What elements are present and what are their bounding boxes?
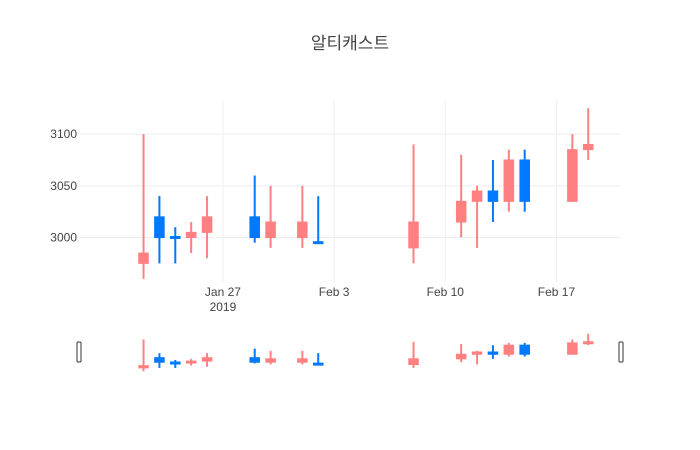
mini-candle-decreasing-2019-02-14 — [503, 342, 515, 357]
candle-body — [312, 241, 324, 245]
mini-candle-body — [567, 342, 578, 355]
candle-body — [154, 216, 165, 239]
candle-decreasing-2019-02-01 — [297, 185, 308, 248]
mini-candle-body — [265, 358, 276, 363]
plot-area[interactable] — [138, 108, 594, 279]
mini-candle-body — [487, 351, 499, 355]
candle-decreasing-2019-02-14 — [503, 149, 515, 212]
candle-decreasing-2019-02-11 — [455, 154, 467, 238]
mini-candle-decreasing-2019-02-19 — [582, 333, 594, 346]
candle-decreasing-2019-01-30 — [265, 185, 276, 248]
mini-candle-body — [519, 344, 530, 355]
candle-decreasing-2019-02-08 — [408, 144, 419, 264]
mini-candle-body — [154, 357, 165, 363]
mini-candle-increasing-2019-01-29 — [249, 348, 260, 364]
mini-candle-decreasing-2019-01-30 — [265, 350, 276, 365]
mini-candle-body — [455, 353, 467, 360]
candle-body — [138, 252, 149, 264]
mini-candle-body — [138, 365, 149, 369]
mini-candle-body — [312, 362, 324, 366]
candle-increasing-2019-01-29 — [249, 175, 260, 243]
grid-layer — [80, 100, 620, 282]
candle-body — [185, 231, 197, 239]
candle-body — [487, 190, 499, 202]
candle-decreasing-2019-01-25 — [185, 222, 197, 254]
mini-candle-body — [297, 358, 308, 363]
candle-increasing-2019-02-02 — [312, 196, 324, 245]
candle-body — [471, 190, 483, 202]
mini-candle-body — [249, 357, 260, 363]
candle-increasing-2019-02-15 — [519, 149, 530, 212]
mini-candle-increasing-2019-02-13 — [487, 345, 499, 359]
mini-candle-decreasing-2019-02-12 — [471, 350, 483, 365]
candle-body — [265, 221, 276, 239]
candle-decreasing-2019-02-18 — [567, 134, 578, 202]
y-tick-label: 3000 — [50, 231, 77, 245]
range-slider-left-handle[interactable] — [76, 341, 82, 363]
x-tick-label: Feb 17 — [538, 285, 576, 299]
mini-candle-increasing-2019-01-24 — [170, 359, 181, 368]
range-slider[interactable] — [76, 333, 624, 372]
candle-body — [519, 159, 530, 202]
x-tick-label: Feb 3 — [319, 285, 350, 299]
candle-decreasing-2019-02-19 — [582, 108, 594, 160]
candle-body — [297, 221, 308, 239]
candle-body — [567, 149, 578, 202]
candle-increasing-2019-02-13 — [487, 159, 499, 223]
candle-body — [201, 216, 213, 233]
mini-candle-increasing-2019-02-02 — [312, 353, 324, 366]
candle-body — [503, 159, 515, 202]
candle-increasing-2019-01-23 — [154, 196, 165, 264]
y-tick-label: 3050 — [50, 179, 77, 193]
mini-candle-decreasing-2019-01-25 — [185, 358, 197, 366]
candle-increasing-2019-01-24 — [170, 227, 181, 264]
mini-candle-decreasing-2019-02-08 — [408, 341, 419, 368]
candle-decreasing-2019-02-12 — [471, 185, 483, 248]
mini-candle-body — [408, 358, 419, 365]
chart-title: 알티캐스트 — [311, 34, 389, 54]
mini-candle-increasing-2019-02-15 — [519, 342, 530, 357]
candle-body — [170, 236, 181, 239]
mini-candle-decreasing-2019-01-22 — [138, 339, 149, 372]
candle-decreasing-2019-01-22 — [138, 134, 149, 279]
mini-candle-body — [170, 361, 181, 365]
mini-candle-body — [185, 360, 197, 364]
candle-body — [249, 216, 260, 239]
mini-candle-body — [201, 357, 213, 362]
range-slider-right-handle[interactable] — [618, 341, 624, 363]
mini-candle-body — [471, 351, 483, 355]
mini-candle-decreasing-2019-02-11 — [455, 344, 467, 363]
candle-body — [455, 200, 467, 223]
candle-body — [408, 221, 419, 249]
mini-candle-decreasing-2019-02-18 — [567, 339, 578, 355]
mini-candle-decreasing-2019-02-01 — [297, 350, 308, 365]
x-tick-sublabel: 2019 — [210, 300, 237, 314]
mini-candle-body — [582, 341, 594, 345]
mini-candle-increasing-2019-01-23 — [154, 353, 165, 368]
y-tick-label: 3100 — [50, 127, 77, 141]
x-tick-label: Jan 27 — [205, 285, 241, 299]
candle-decreasing-2019-01-26 — [201, 196, 213, 259]
mini-candle-body — [503, 344, 515, 355]
x-tick-label: Feb 10 — [427, 285, 465, 299]
candle-body — [582, 143, 594, 151]
mini-candle-decreasing-2019-01-26 — [201, 353, 213, 367]
